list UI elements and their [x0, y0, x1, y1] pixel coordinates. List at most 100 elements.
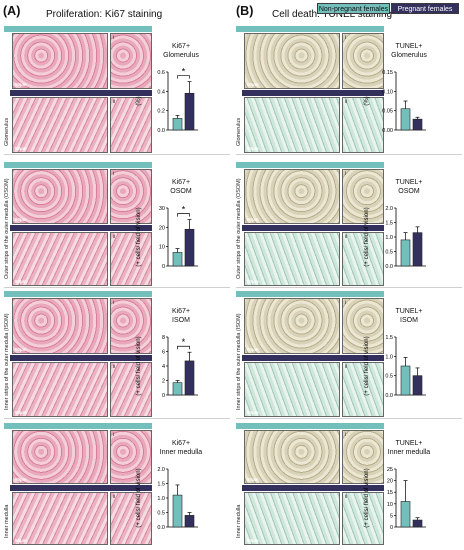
legend-pregnant: Pregnant females [391, 3, 459, 14]
panel_b-row2-bar-chart: (+ cells/ field of vision) 0.0 0.5 1.0 1.5 [364, 335, 426, 399]
inset-label: i [113, 35, 115, 41]
inset-label: ii [345, 363, 348, 370]
panel_b-row3-control-bar [236, 423, 384, 429]
y-axis-label: (+ cells/ field of vision) [364, 207, 370, 266]
panel_b-row3-pregnant-bar [242, 484, 384, 491]
panel_b-row3-region-label: Inner medulla [236, 504, 242, 538]
y-tick-label: 5 [390, 513, 393, 519]
chart-title-line2: Inner medulla [159, 449, 203, 456]
chart-title-line2: OSOM [398, 188, 420, 195]
y-tick-label: 0.0 [157, 525, 165, 531]
y-tick-label: 0.0 [385, 393, 393, 399]
panel_a-row1-separator [4, 287, 230, 288]
panel_a-row1-pregnant-bar [10, 224, 152, 231]
panel_b-row2-inset-pregnant: ii [342, 361, 384, 417]
panel_a-row1-chart-title: Ki67+ OSOM [146, 178, 216, 196]
panel_a-row2-inset-pregnant: ii [110, 361, 152, 417]
panel_a-row3-pregnant-bar [10, 484, 152, 491]
y-tick-label: 0.2 [157, 109, 165, 115]
panel_b-row1-pregnant-bar [242, 224, 384, 231]
panel_a-row3-control-bar [4, 423, 152, 429]
y-tick-label: 20 [387, 479, 393, 485]
inset-label: ii [345, 233, 348, 240]
chart-title-line2: Inner medulla [387, 449, 431, 456]
inset-label: ii [113, 233, 116, 240]
bar-pregnant [184, 515, 195, 528]
panel_a-row3-micrograph-pregnant: 50µm [12, 491, 108, 545]
panel_b-row2-control-bar [236, 291, 384, 297]
y-axis-label: (%) [136, 96, 142, 105]
chart-title-line2: Glomerulus [163, 52, 199, 59]
scale-bar-label: 50µm [247, 410, 259, 415]
panel_b-row1-bar-chart: (+ cells/ field of vision) 0.0 0.5 1.0 1.5 2.… [364, 206, 426, 270]
panel_b-row1-micrograph-control: 50µm [244, 169, 340, 224]
chart-title-line1: Ki67+ [171, 308, 191, 315]
panel_a-row3-inset-pregnant: ii [110, 491, 152, 545]
panel_a-row2-micrograph-pregnant: 50µm [12, 361, 108, 417]
chart-title-line2: ISOM [400, 317, 418, 324]
panel_a-row0-inset-control: i [110, 33, 152, 89]
panel_a-row2-inset-control: i [110, 298, 152, 354]
panel_b-row2-separator [236, 418, 462, 419]
panel_b-row1-separator [236, 287, 462, 288]
chart-title-line1: TUNEL+ [395, 308, 423, 315]
panel_a-row1-region-label: Outer strips of the outer medulla (OSOM) [4, 178, 10, 279]
bar-pregnant [412, 375, 423, 396]
panel_a-row0-chart-title: Ki67+ Glomerulus [146, 42, 216, 60]
panel_b-row1-chart-title: TUNEL+ OSOM [374, 178, 444, 196]
chart-title-line2: OSOM [170, 188, 192, 195]
panel_b-row3-chart-title: TUNEL+ Inner medulla [374, 439, 444, 457]
chart-title-line1: Ki67+ [171, 179, 191, 186]
y-tick-label: 0.0 [157, 128, 165, 134]
panel_a-row2-control-bar [4, 291, 152, 297]
panel_b-row0-pregnant-bar [242, 90, 384, 96]
inset-label: i [113, 432, 115, 438]
y-tick-label: 4 [162, 364, 165, 370]
y-tick-label: 1.0 [385, 235, 393, 241]
panel_a-row1-micrograph-pregnant: 50µm [12, 231, 108, 286]
panel_a-row0-micrograph-control: 50µm [12, 33, 108, 89]
y-tick-label: 0.5 [385, 250, 393, 256]
y-tick-label: 15 [387, 490, 393, 496]
y-tick-label: 1.5 [385, 221, 393, 227]
panel_b-row0-micrograph-control: 50µm [244, 33, 340, 89]
scale-bar-label: 50µm [247, 538, 259, 543]
panel_b-row0-chart-title: TUNEL+ Glomerulus [374, 42, 444, 60]
bar-pregnant [412, 232, 423, 267]
inset-label: i [113, 300, 115, 306]
y-tick-label: 30 [159, 206, 165, 212]
panel_a-row0-inset-pregnant: ii [110, 97, 152, 153]
scale-bar-label: 50µm [15, 146, 27, 151]
bar-pregnant [184, 360, 195, 396]
panel_a-row0-separator [4, 154, 230, 155]
panel_b-row2-micrograph-pregnant: 50µm [244, 361, 340, 417]
y-tick-label: 6 [162, 350, 165, 356]
panel_b-row3-inset-control: i [342, 430, 384, 484]
panel_b-row3-bar-chart: (+ cells/ field of vision) 0 5 10 15 20 25 [364, 467, 426, 531]
chart-title-line1: Ki67+ [171, 43, 191, 50]
panel_a-row3-region-label: Inner medulla [4, 504, 10, 538]
chart-title-line1: TUNEL+ [395, 179, 423, 186]
scale-bar-label: 50µm [247, 146, 259, 151]
y-axis-label: (+ cells/ field of vision) [364, 336, 370, 395]
inset-label: i [345, 300, 347, 306]
bar-pregnant [412, 519, 423, 528]
scale-bar-label: 50µm [15, 279, 27, 284]
inset-label: ii [113, 493, 116, 500]
y-tick-label: 0.5 [385, 374, 393, 380]
y-axis-label: (+ cells/ field of vision) [364, 468, 370, 527]
chart-title-line2: Glomerulus [391, 52, 427, 59]
y-tick-label: 10 [159, 245, 165, 251]
bar-pregnant [184, 228, 195, 267]
inset-label: i [345, 171, 347, 177]
y-tick-label: 0.00 [382, 128, 393, 134]
panel_a-row1-micrograph-control: 50µm [12, 169, 108, 224]
y-axis-label: (+ cells/ field of vision) [136, 336, 142, 395]
scale-bar-label: 50µm [247, 476, 259, 482]
panel_b-row0-region-label: Glomerulus [236, 117, 242, 146]
panel_b-row2-micrograph-control: 50µm [244, 298, 340, 354]
panel_a-row1-inset-pregnant: ii [110, 231, 152, 286]
panel_b-row2-pregnant-bar [242, 354, 384, 361]
panel_a-row2-region-label: Inner strips of the outer medulla (ISOM) [4, 313, 10, 410]
bar-non-pregnant [172, 382, 183, 396]
